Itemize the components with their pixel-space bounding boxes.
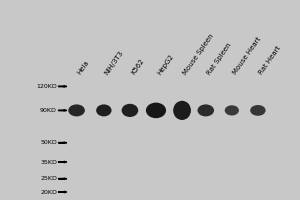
Text: HepG2: HepG2 <box>156 53 175 76</box>
Ellipse shape <box>122 104 138 117</box>
Text: 120KD: 120KD <box>36 84 57 89</box>
Ellipse shape <box>173 101 191 120</box>
Ellipse shape <box>250 105 266 116</box>
Text: 35KD: 35KD <box>40 160 57 164</box>
Text: Mouse Heart: Mouse Heart <box>232 36 262 76</box>
Text: Mouse Spleen: Mouse Spleen <box>182 32 215 76</box>
Ellipse shape <box>68 104 85 116</box>
Ellipse shape <box>146 103 166 118</box>
Ellipse shape <box>96 104 112 116</box>
Text: 20KD: 20KD <box>40 190 57 194</box>
Text: Rat Heart: Rat Heart <box>258 45 282 76</box>
Text: 90KD: 90KD <box>40 108 57 113</box>
Text: 50KD: 50KD <box>40 140 57 145</box>
Text: K562: K562 <box>130 58 145 76</box>
Text: 25KD: 25KD <box>40 176 57 181</box>
Ellipse shape <box>197 104 214 116</box>
Text: Hela: Hela <box>76 59 91 76</box>
Text: NIH/3T3: NIH/3T3 <box>104 49 125 76</box>
Text: Rat Spleen: Rat Spleen <box>206 41 232 76</box>
Ellipse shape <box>225 105 239 116</box>
